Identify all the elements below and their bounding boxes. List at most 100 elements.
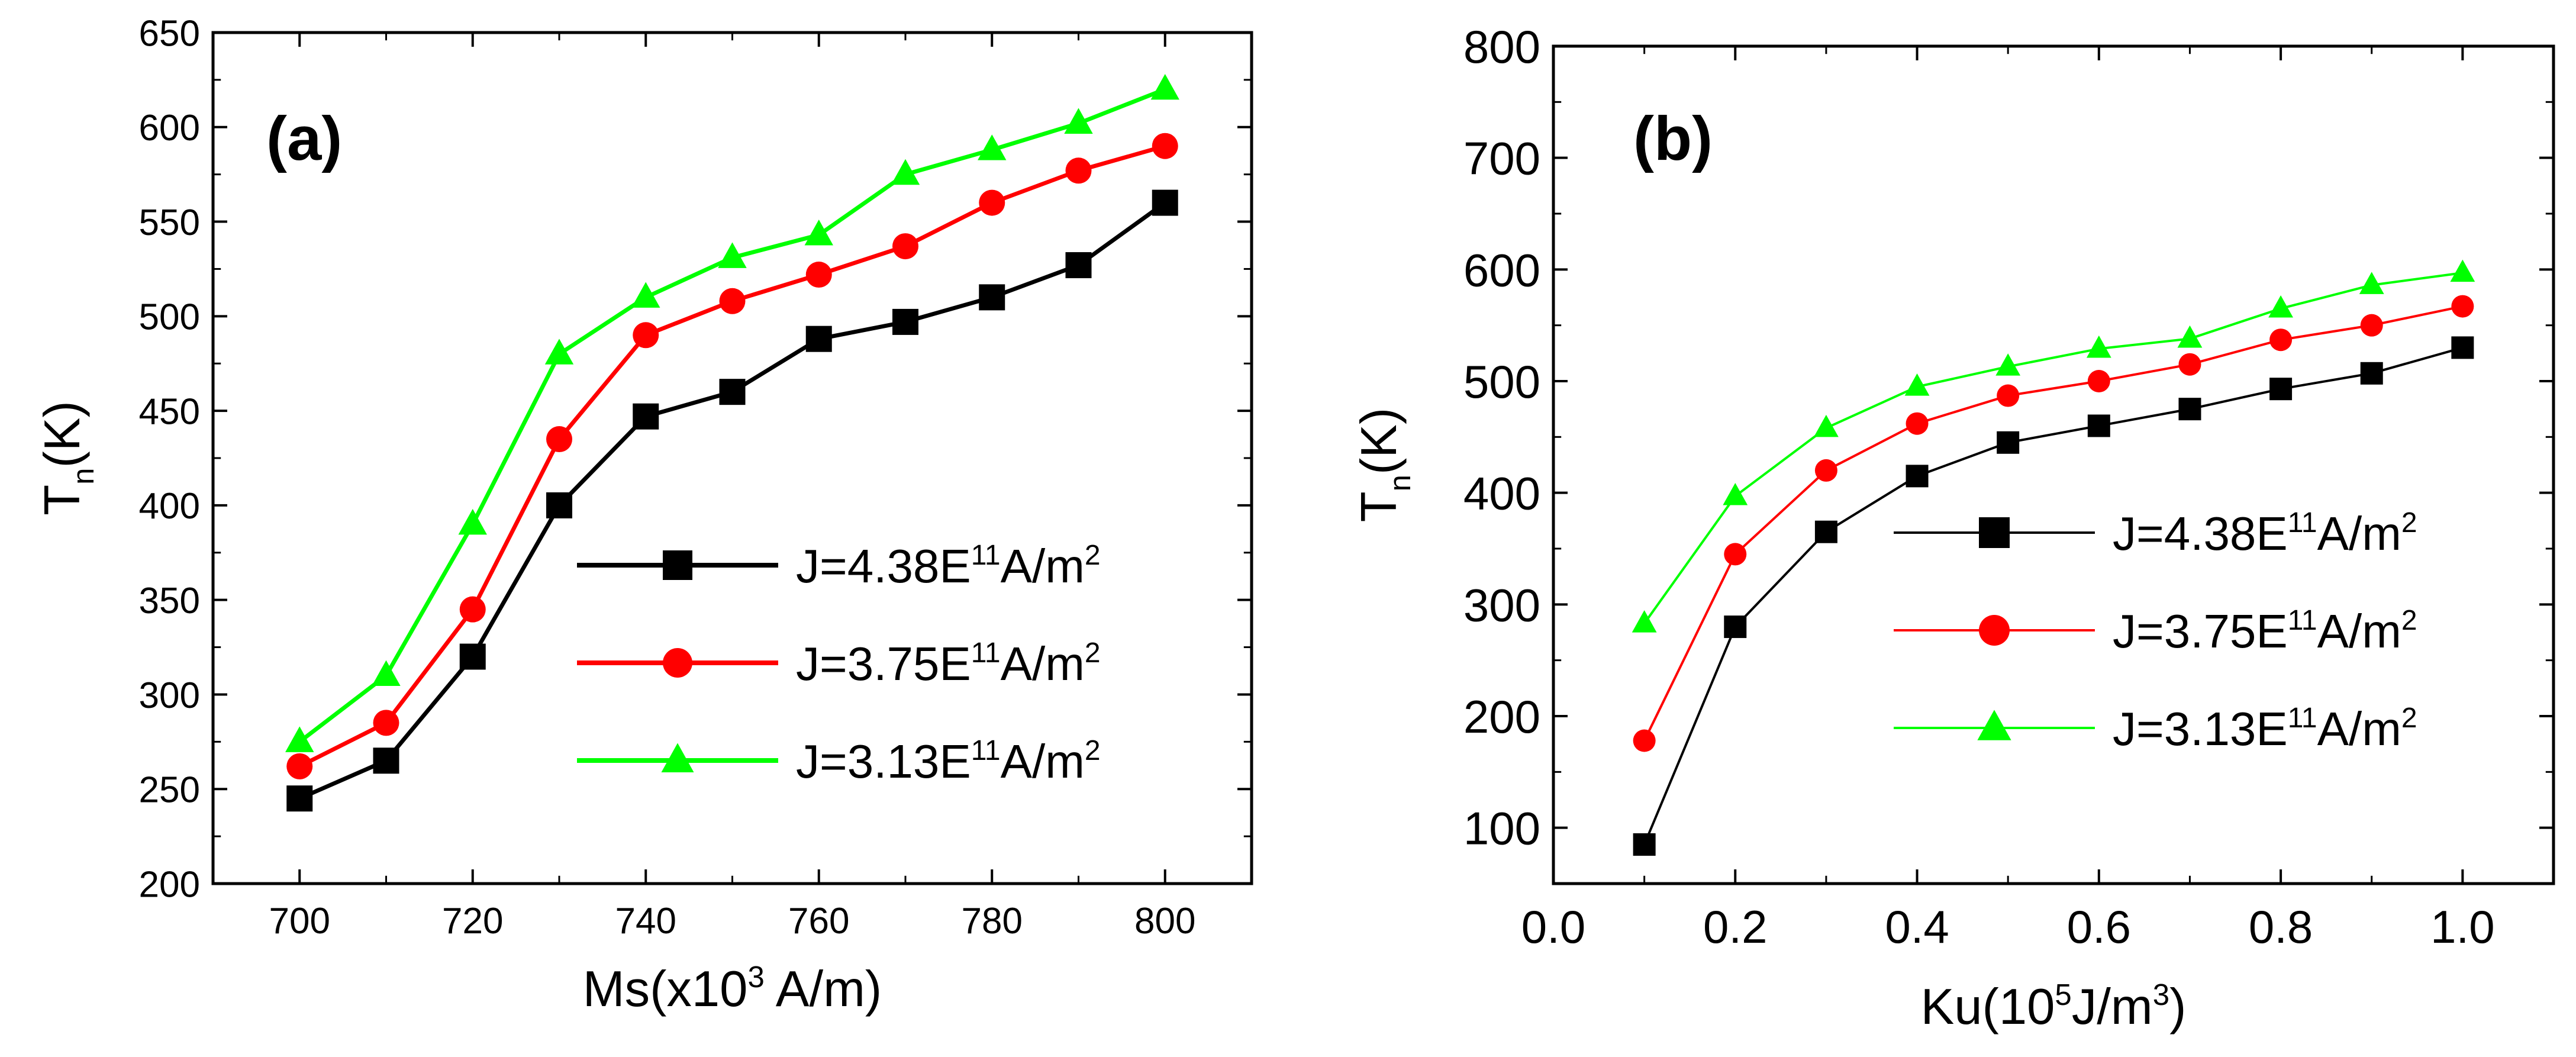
data-point [2451,336,2474,359]
data-point [718,242,747,268]
data-point [1904,373,1930,396]
legend-label-unit: A/m [2317,605,2401,658]
y-tick-label: 700 [1463,133,1540,185]
legend-label-sup2: 2 [1085,540,1101,571]
data-point [1814,414,1839,437]
series-0 [1633,336,2474,856]
data-point [1723,482,1748,505]
y-tick-label: 500 [139,297,200,338]
data-point [1997,431,2020,454]
data-point [1152,133,1178,159]
data-point [1632,610,1657,633]
legend-label-sup2: 2 [2401,702,2417,734]
y-tick-label: 400 [139,486,200,527]
x-axis-title: Ku(105J/m3) [1921,978,2187,1035]
x-tick-label: 740 [615,901,676,942]
legend-label: J=3.13E11A/m2 [2113,702,2417,755]
series-line [1643,305,2463,742]
legend-label-sup: 11 [971,637,1001,669]
y-tick-label: 300 [1463,579,1540,631]
series-1 [1633,295,2474,752]
legend-label: J=4.38E11A/m2 [2113,507,2417,560]
legend-entry-2: J=3.13E11A/m2 [1894,702,2417,755]
y-tick-label: 350 [139,581,200,621]
legend-label-sup2: 2 [1085,637,1101,669]
legend-entry-2: J=3.13E11A/m2 [577,735,1101,788]
data-point [1997,384,2020,407]
data-point [1814,459,1837,482]
series-2 [1632,259,2475,633]
y-axis-title: Tn(K) [1351,408,1417,523]
data-point [2087,414,2110,437]
legend-label-sup: 11 [971,735,1001,766]
data-point [2087,370,2110,392]
data-point [459,596,486,623]
data-point [979,284,1005,311]
legend-marker [663,648,692,678]
data-point [2360,362,2383,385]
data-point [892,308,918,335]
legend-label: J=3.75E11A/m2 [796,637,1101,690]
data-point [2269,328,2293,352]
data-point [2268,295,2293,318]
data-point [1633,833,1656,856]
data-point [1633,729,1656,752]
data-point [286,753,313,779]
series-2 [285,73,1179,752]
series-line [1643,346,2463,845]
data-point [373,747,399,774]
series-1 [286,133,1178,779]
legend-label: J=3.75E11A/m2 [2113,605,2417,658]
y-tick-label: 600 [1463,244,1540,296]
x-axis-title-text: Ms(x10 [583,961,748,1017]
legend-marker [661,743,694,772]
legend-label-sup2: 2 [2401,605,2417,636]
x-tick-label: 0.6 [2067,901,2131,953]
data-point [805,262,832,288]
x-axis-title: Ms(x103 A/m) [583,960,882,1017]
data-point [979,189,1005,216]
y-tick-label: 200 [1463,691,1540,743]
y-tick-label: 200 [139,864,200,905]
data-point [373,710,399,736]
data-point [2178,398,2201,421]
x-axis-title-close: ) [2169,979,2186,1035]
legend-marker [663,550,692,580]
data-point [1995,353,2021,376]
data-point [2086,335,2111,358]
plot-frame [1552,44,2555,885]
x-axis-title-text: Ku(10 [1921,979,2055,1035]
legend-label-text: J=3.13E [796,735,971,788]
y-axis-title: Tn(K) [34,401,100,515]
x-tick-label: 700 [269,901,330,942]
data-point [2360,314,2383,337]
data-point [458,508,487,535]
data-point [1906,465,1929,488]
legend-label-unit: A/m [1001,540,1085,592]
data-point [2178,353,2201,376]
data-point [633,403,659,430]
data-point [804,220,833,246]
legend-marker [1979,517,2010,548]
legend-marker [1979,615,2010,646]
x-tick-label: 800 [1134,901,1195,942]
data-point [1065,157,1092,184]
data-point [546,492,572,518]
data-point [1065,252,1092,279]
data-point [2359,272,2384,294]
legend-label-sup2: 2 [1085,735,1101,766]
y-tick-label: 100 [1463,803,1540,855]
data-point [285,726,314,752]
data-point [2450,259,2475,282]
legend-entry-0: J=4.38E11A/m2 [1894,507,2417,560]
y-axis-title-unit: (K) [34,401,91,468]
panel-label: (a) [266,104,342,173]
data-point [1814,520,1837,543]
data-point [805,326,832,352]
x-axis-title-sup: 3 [747,960,764,994]
y-axis-title-sub: n [1383,475,1417,491]
y-tick-label: 450 [139,391,200,432]
data-point [892,233,918,260]
panel-a: 200 250 300 350 400 450 500 550 600 650 700 720 740 7… [34,13,1253,1017]
legend-label-text: J=4.38E [2113,507,2288,560]
